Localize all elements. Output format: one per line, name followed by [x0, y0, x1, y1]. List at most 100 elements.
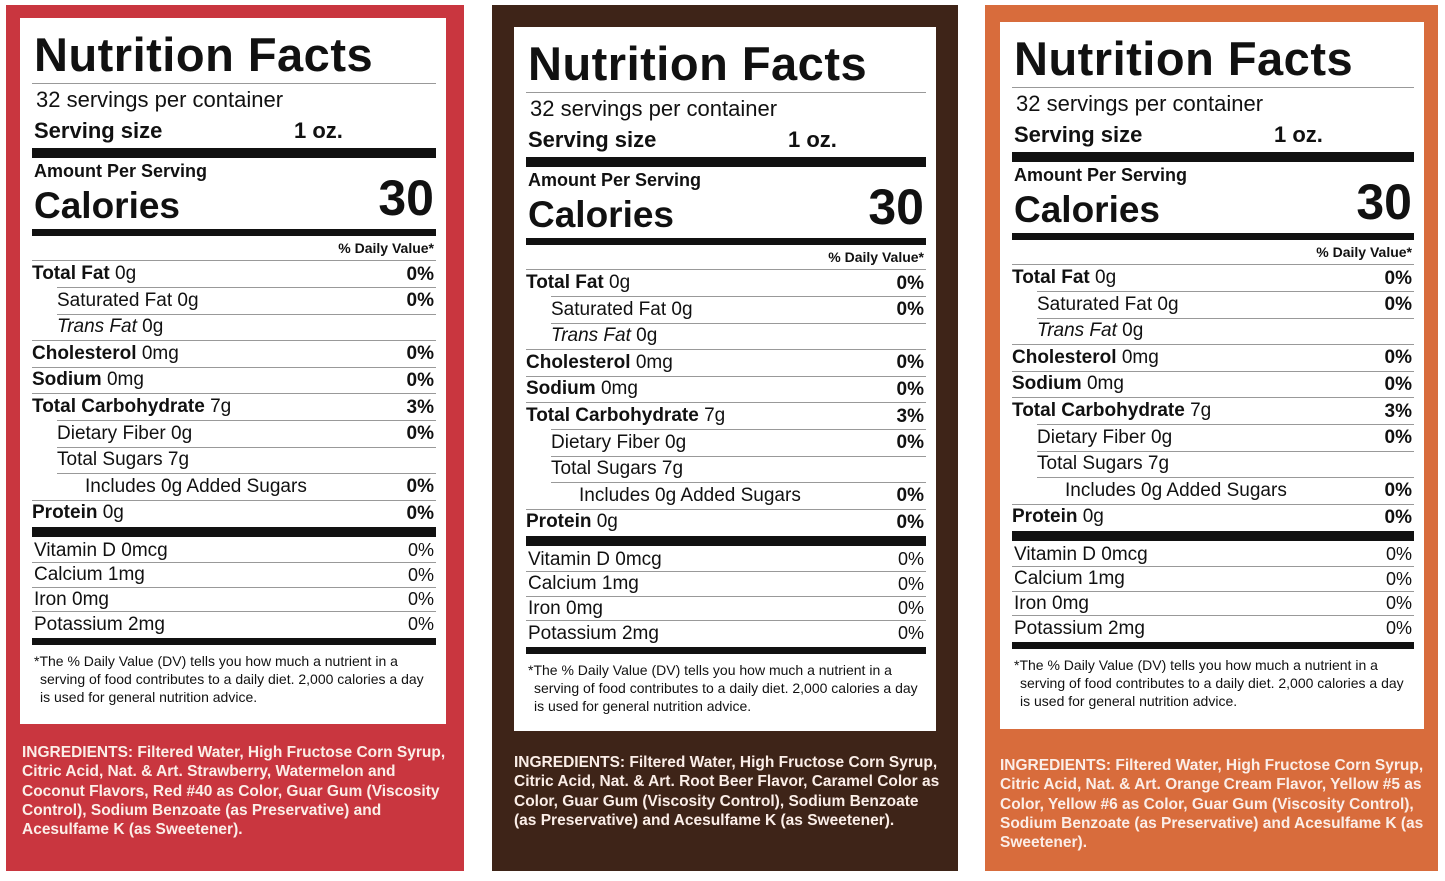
- daily-value: 3%: [896, 405, 924, 427]
- footnote: *The % Daily Value (DV) tells you how mu…: [1014, 657, 1404, 709]
- calories: 30: [1356, 174, 1412, 230]
- divider: [1012, 503, 1414, 505]
- vitamin-dv: 0%: [897, 623, 924, 644]
- daily-value: 0%: [896, 352, 924, 374]
- nutrient-row: Dietary Fiber 0g: [1037, 428, 1172, 447]
- nutrient-name: Includes 0g Added Sugars: [85, 475, 307, 497]
- nutrient-name: Dietary Fiber: [1037, 426, 1146, 448]
- divider: [526, 349, 926, 351]
- nutrient-row: Saturated Fat 0g: [1037, 295, 1179, 314]
- nutrient-row: Trans Fat 0g: [551, 326, 657, 345]
- rule: [1012, 233, 1414, 240]
- dv-header: % Daily Value*: [1316, 244, 1412, 260]
- divider: [32, 340, 436, 342]
- daily-value: 0%: [1384, 427, 1412, 449]
- daily-value: 0%: [896, 511, 924, 533]
- vitamin-name: Potassium 2mg: [34, 613, 165, 635]
- nutrient-name: Total Fat: [1012, 267, 1090, 288]
- nutrient-name: Cholesterol: [1012, 346, 1117, 368]
- daily-value: 0%: [1384, 294, 1412, 316]
- nutrient-amount: 7g: [167, 449, 190, 471]
- nutrient-amount: 0g: [636, 325, 658, 347]
- daily-value: 0%: [406, 263, 434, 285]
- daily-value: 0%: [1384, 506, 1412, 528]
- nutrient-name: Protein: [1012, 506, 1078, 528]
- nutrient-row: Total Fat 0g: [32, 264, 136, 283]
- rule: [526, 647, 926, 654]
- nutrient-name: Cholesterol: [526, 351, 631, 373]
- nutrient-name: Sodium: [1012, 373, 1082, 395]
- nutrient-amount: 7g: [210, 396, 232, 417]
- nutrient-row: Total Fat 0g: [526, 273, 630, 292]
- vitamin-dv: 0%: [407, 614, 434, 635]
- divider: [1012, 397, 1414, 399]
- nutrient-amount: 0g: [177, 289, 199, 311]
- nutrient-name: Protein: [32, 502, 98, 524]
- divider: [526, 269, 926, 270]
- nutrient-name: Trans Fat: [57, 316, 137, 338]
- nutrition-box: Nutrition Facts 32 servings per container…: [1000, 22, 1424, 729]
- nutrient-name: Sodium: [526, 378, 596, 400]
- divider: [32, 366, 436, 368]
- vitamin-dv: 0%: [1385, 593, 1412, 614]
- divider: [551, 322, 926, 324]
- nutrient-amount: 7g: [1190, 400, 1212, 421]
- divider: [551, 482, 926, 484]
- nutrient-amount: 0g: [609, 272, 631, 293]
- divider: [1012, 344, 1414, 346]
- calories-label: Calories: [528, 193, 675, 235]
- nutrient-amount: 0g: [596, 511, 618, 533]
- nutrient-row: Protein 0g: [526, 512, 618, 531]
- nutrient-row: Trans Fat 0g: [1037, 321, 1143, 340]
- nutrient-name: Sodium: [32, 369, 102, 391]
- divider: [1012, 370, 1414, 372]
- divider: [526, 571, 926, 572]
- nutrient-row: Includes 0g Added Sugars: [579, 486, 801, 505]
- nutrient-name: Total Sugars: [551, 458, 657, 480]
- nutrient-row: Sodium 0mg: [32, 370, 144, 389]
- divider: [1037, 450, 1414, 452]
- vitamin-dv: 0%: [1385, 568, 1412, 589]
- daily-value: 0%: [406, 423, 434, 445]
- title: Nutrition Facts: [34, 27, 374, 81]
- nutrient-amount: 0mg: [635, 351, 673, 373]
- nutrient-amount: 0g: [142, 316, 164, 338]
- rule: [32, 527, 436, 537]
- ingredients: INGREDIENTS: Filtered Water, High Fructo…: [1000, 757, 1424, 852]
- divider: [1012, 566, 1414, 567]
- nutrient-amount: 0g: [115, 263, 137, 284]
- divider: [1012, 590, 1414, 592]
- nutrient-name: Total Carbohydrate: [32, 396, 205, 417]
- nutrient-name: Total Fat: [526, 272, 604, 293]
- calories: 30: [378, 170, 434, 226]
- divider: [1037, 317, 1414, 319]
- nutrient-row: Sodium 0mg: [526, 379, 638, 398]
- nutrient-row: Total Sugars 7g: [57, 450, 189, 469]
- nutrient-amount: 0g: [1151, 426, 1173, 448]
- dv-header: % Daily Value*: [338, 240, 434, 256]
- label-panel: Nutrition Facts 32 servings per container…: [492, 5, 958, 871]
- nutrient-amount: 7g: [1147, 453, 1170, 475]
- divider: [57, 473, 436, 475]
- daily-value: 0%: [1384, 480, 1412, 502]
- divider: [526, 595, 926, 597]
- serving-size: 1 oz.: [1274, 122, 1323, 147]
- servings: 32 servings per container: [1016, 91, 1264, 116]
- nutrition-box: Nutrition Facts 32 servings per container…: [20, 18, 446, 724]
- vitamin-name: Iron 0mg: [528, 597, 603, 619]
- serving-size: 1 oz.: [294, 118, 343, 143]
- daily-value: 3%: [1384, 400, 1412, 422]
- divider: [57, 420, 436, 421]
- nutrient-amount: 7g: [704, 405, 726, 426]
- divider: [32, 260, 436, 261]
- nutrient-name: Protein: [526, 511, 592, 533]
- calories: 30: [868, 179, 924, 235]
- divider: [1012, 87, 1414, 88]
- rule: [1012, 531, 1414, 541]
- vitamin-dv: 0%: [897, 573, 924, 594]
- vitamin-name: Vitamin D 0mcg: [34, 539, 168, 561]
- nutrient-name: Total Carbohydrate: [1012, 400, 1185, 421]
- serving-size-label: Serving size: [528, 127, 657, 152]
- label-panel: Nutrition Facts 32 servings per container…: [985, 5, 1438, 871]
- nutrient-name: Saturated Fat: [551, 298, 667, 320]
